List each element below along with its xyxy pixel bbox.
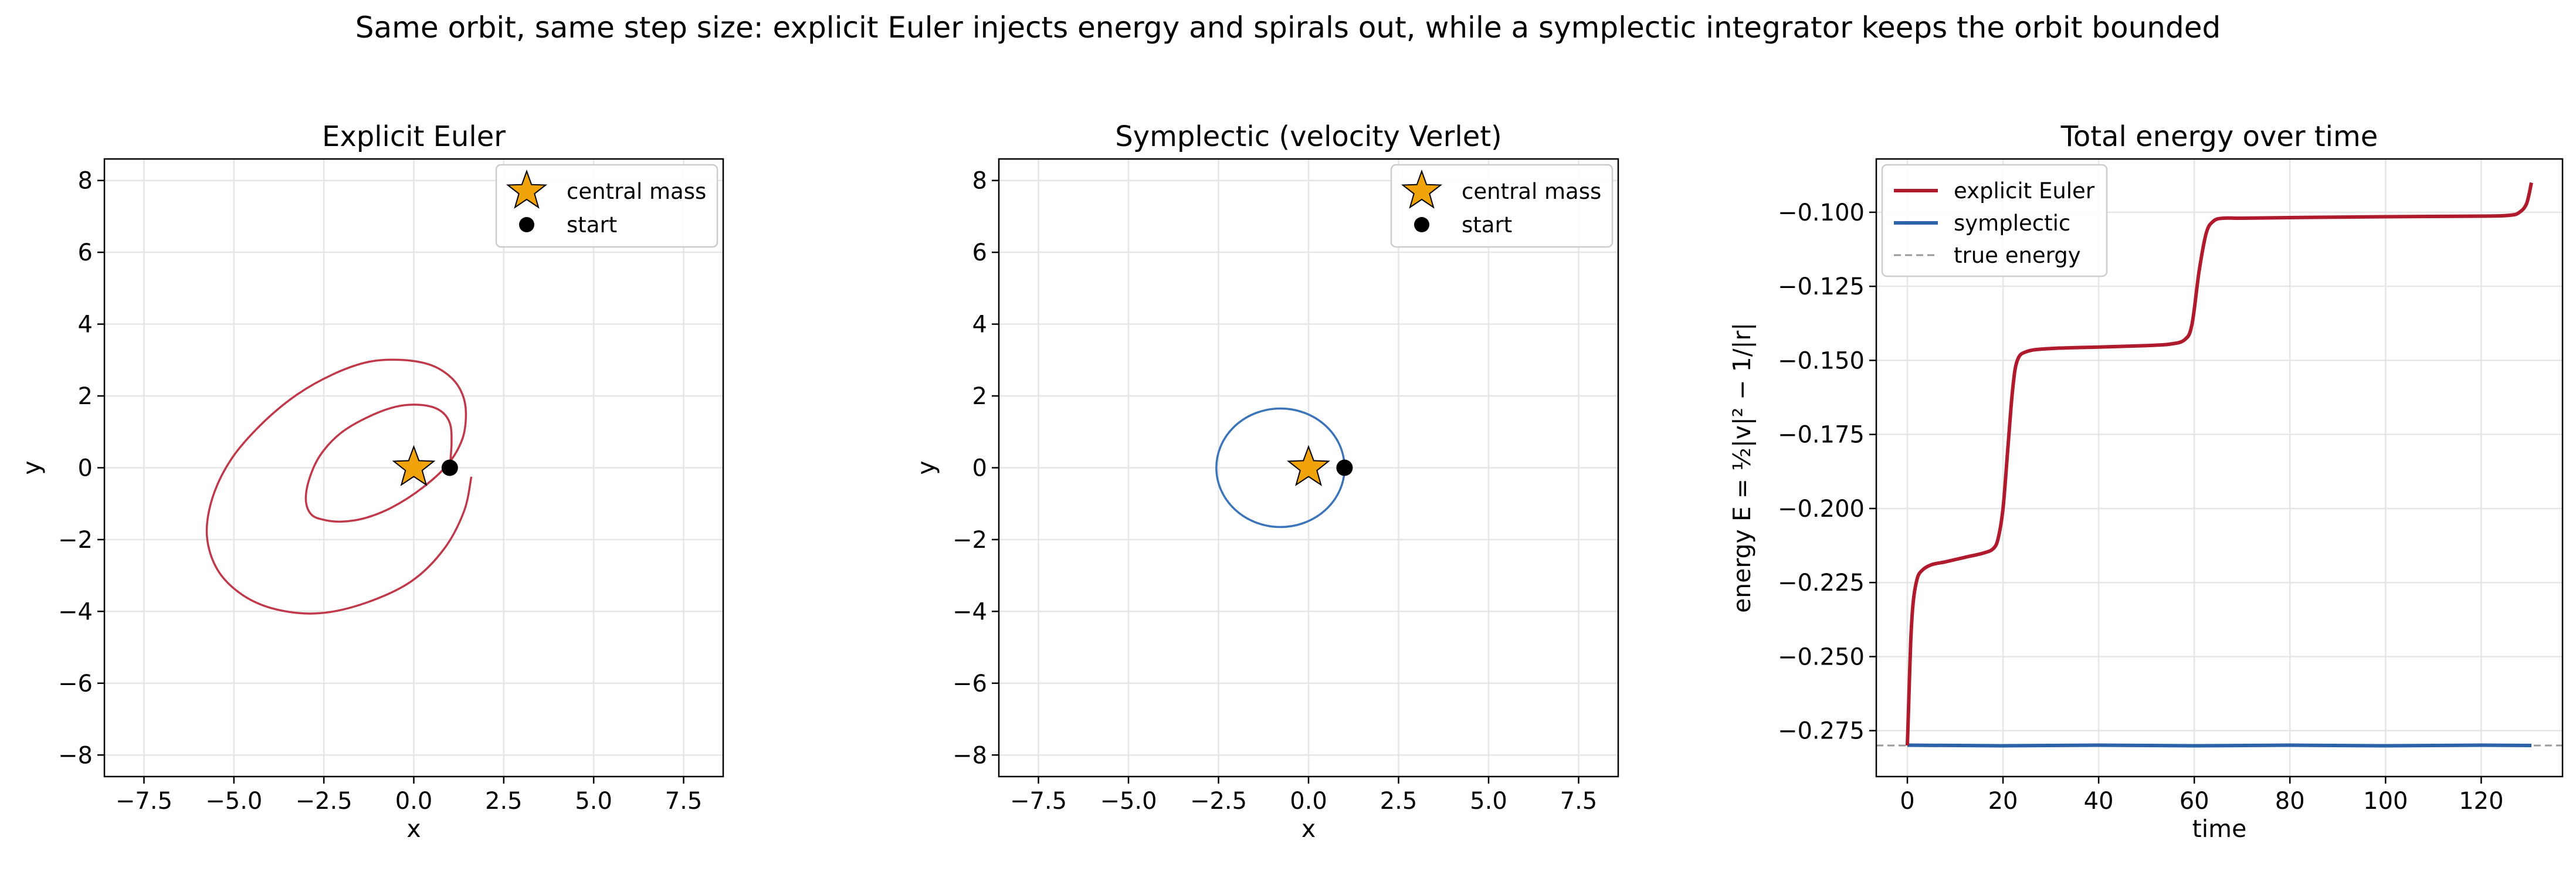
- legend-label: central mass: [567, 179, 706, 204]
- x-tick-label: −5.0: [1100, 788, 1157, 815]
- chart-panel-1: −7.5 −5.0 −2.5 0.0 2.5 5.0 7.5 −8 −6 −4 −2 0 2 4 6 8 Exp…: [18, 120, 724, 843]
- data-layer: [1215, 407, 1353, 528]
- x-tick-label: 120: [2459, 788, 2503, 815]
- y-tick-label: 0: [972, 455, 987, 482]
- x-tick-label: −2.5: [296, 788, 352, 815]
- legend: central mass start: [495, 164, 718, 248]
- figure-suptitle: Same orbit, same step size: explicit Eul…: [355, 11, 2221, 45]
- y-tick-label: −2: [58, 527, 93, 554]
- central-mass-star-icon: [1287, 445, 1330, 486]
- legend-star-icon: [1401, 170, 1443, 209]
- y-tick-label: −0.150: [1778, 347, 1865, 374]
- x-tick-label: 100: [2363, 788, 2408, 815]
- x-tick-label: 0.0: [395, 788, 433, 815]
- x-tick-label: 0: [1900, 788, 1914, 815]
- y-tick-label: 6: [972, 239, 987, 266]
- x-axis-label: time: [2192, 815, 2247, 843]
- y-tick-label: −8: [58, 742, 93, 769]
- legend-box: [1390, 164, 1614, 248]
- y-tick-label: 0: [78, 455, 93, 482]
- legend: central mass start: [1390, 164, 1614, 248]
- y-axis-label: energy E = ½|v|² − 1/|r|: [1728, 323, 1756, 613]
- chart-title: Total energy over time: [2060, 120, 2378, 153]
- axes-frame: [1875, 158, 2564, 778]
- start-point: [441, 459, 458, 476]
- x-tick-label: 20: [1988, 788, 2018, 815]
- y-tick-label: 4: [78, 311, 93, 338]
- legend-box: [495, 164, 718, 248]
- y-tick-label: −0.175: [1778, 422, 1865, 449]
- central-mass-star-icon: [392, 445, 436, 486]
- y-tick-label: −4: [953, 598, 987, 625]
- y-tick-label: 6: [78, 239, 93, 266]
- data-layer: [1876, 182, 2563, 748]
- x-tick-label: −7.5: [116, 788, 172, 815]
- y-tick-label: −0.125: [1778, 273, 1865, 300]
- y-tick-label: −0.275: [1778, 718, 1865, 745]
- x-tick-label: 7.5: [665, 788, 703, 815]
- chart-panel-3: 0 20 40 60 80 100 120 −0.275 −0.250 −0.225 −0.200 −…: [1728, 120, 2564, 843]
- y-tick-label: −2: [953, 527, 987, 554]
- chart-title: Symplectic (velocity Verlet): [1115, 120, 1502, 153]
- y-tick-label: −0.100: [1778, 199, 1865, 226]
- legend: explicit Euler symplectic true energy: [1881, 164, 2108, 277]
- x-tick-label: 40: [2084, 788, 2114, 815]
- y-tick-label: −0.200: [1778, 496, 1865, 523]
- y-tick-label: 8: [972, 168, 987, 195]
- x-axis-label: x: [1301, 815, 1316, 843]
- x-axis-label: x: [406, 815, 421, 843]
- x-tick-label: 5.0: [575, 788, 612, 815]
- y-axis-label: y: [18, 460, 46, 475]
- y-tick-label: 2: [972, 383, 987, 410]
- legend-box: [1881, 164, 2108, 277]
- legend-dot-icon: [1414, 217, 1429, 232]
- y-tick-label: −0.225: [1778, 570, 1865, 597]
- y-tick-label: −6: [58, 670, 93, 697]
- x-tick-label: 80: [2275, 788, 2305, 815]
- data-layer: [205, 358, 473, 615]
- x-tick-label: −7.5: [1010, 788, 1067, 815]
- y-tick-label: −4: [58, 598, 93, 625]
- y-tick-label: −8: [953, 742, 987, 769]
- legend-label: start: [567, 212, 617, 238]
- x-tick-label: 7.5: [1560, 788, 1598, 815]
- energy-line-symplectic: [1907, 743, 2532, 748]
- legend-label: central mass: [1462, 179, 1601, 204]
- x-tick-label: −2.5: [1190, 788, 1247, 815]
- legend-label: explicit Euler: [1954, 178, 2095, 204]
- orbit-line-euler: [205, 358, 473, 615]
- legend-label: true energy: [1954, 243, 2081, 268]
- y-tick-label: −0.250: [1778, 643, 1865, 670]
- x-tick-label: −5.0: [205, 788, 262, 815]
- x-tick-label: 0.0: [1290, 788, 1327, 815]
- y-tick-label: −6: [953, 670, 987, 697]
- y-tick-label: 4: [972, 311, 987, 338]
- start-point: [1336, 459, 1353, 476]
- chart-panel-2: −7.5 −5.0 −2.5 0.0 2.5 5.0 7.5 −8 −6 −4 −2 0 2 4 6 8 Sym…: [912, 120, 1619, 843]
- y-axis-label: y: [912, 460, 940, 475]
- legend-star-icon: [506, 170, 548, 209]
- chart-title: Explicit Euler: [322, 120, 506, 153]
- legend-dot-icon: [519, 217, 534, 232]
- x-tick-label: 2.5: [1380, 788, 1418, 815]
- y-tick-label: 2: [78, 383, 93, 410]
- x-tick-label: 5.0: [1470, 788, 1507, 815]
- x-tick-label: 2.5: [485, 788, 523, 815]
- y-tick-label: 8: [78, 168, 93, 195]
- legend-label: symplectic: [1954, 211, 2070, 236]
- legend-label: start: [1462, 212, 1512, 238]
- energy-line-euler: [1906, 182, 2533, 746]
- x-tick-label: 60: [2180, 788, 2209, 815]
